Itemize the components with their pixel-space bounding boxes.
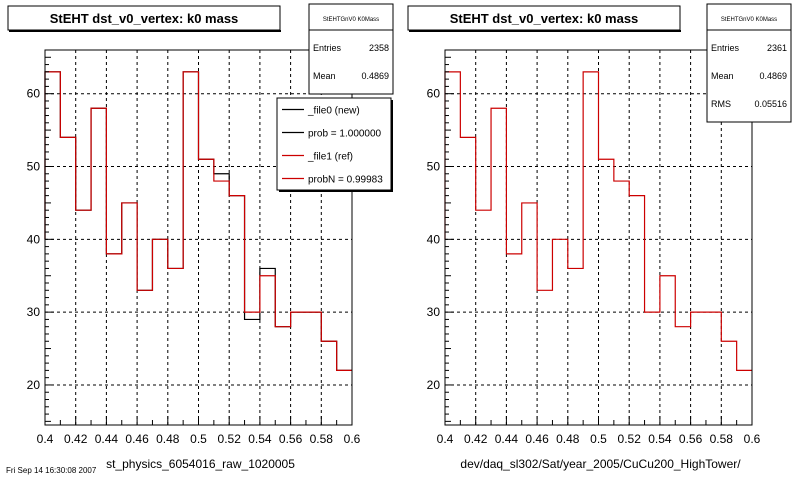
x-tick-label: 0.5 (590, 432, 607, 446)
x-tick-label: 0.42 (464, 432, 488, 446)
stats-label: Mean (711, 71, 734, 81)
chart-title: StEHT dst_v0_vertex: k0 mass (50, 11, 239, 26)
stats-value: 0.05516 (754, 99, 787, 109)
legend-entry: _file1 (ref) (307, 152, 353, 163)
x-tick-label: 0.42 (64, 432, 88, 446)
histogram-series-1 (444, 71, 752, 371)
y-tick-label: 30 (27, 305, 41, 319)
stats-value: 2361 (767, 43, 787, 53)
title-box (407, 5, 681, 31)
x-tick-label: 0.54 (648, 432, 672, 446)
x-tick-label: 0.44 (495, 432, 519, 446)
histogram-series-2 (44, 71, 352, 371)
x-tick-label: 0.6 (344, 432, 361, 446)
y-tick-label: 20 (27, 378, 41, 392)
x-tick-label: 0.4 (437, 432, 454, 446)
stats-value: 0.4869 (759, 71, 787, 81)
y-tick-label: 30 (427, 305, 441, 319)
x-tick-label: 0.52 (218, 432, 242, 446)
x-tick-label: 0.56 (679, 432, 703, 446)
y-tick-label: 60 (427, 87, 441, 101)
title-box (7, 5, 281, 31)
footer-timestamp: Fri Sep 14 16:30:08 2007 (6, 466, 97, 475)
x-tick-label: 0.54 (248, 432, 272, 446)
stats-value: 0.4869 (361, 71, 389, 81)
x-tick-label: 0.58 (710, 432, 734, 446)
x-tick-label: 0.5 (190, 432, 207, 446)
legend-box (276, 97, 392, 191)
x-tick-label: 0.46 (125, 432, 149, 446)
y-tick-label: 50 (427, 160, 441, 174)
x-tick-label: 0.52 (618, 432, 642, 446)
x-tick-label: 0.56 (279, 432, 303, 446)
stats-box (308, 3, 394, 95)
stats-label: Entries (711, 43, 740, 53)
stats-label: RMS (711, 99, 731, 109)
x-tick-label: 0.58 (310, 432, 334, 446)
stats-title: StEHTGnV0 K0Mass (323, 17, 379, 23)
x-tick-label: 0.46 (525, 432, 549, 446)
x-tick-label: 0.48 (556, 432, 580, 446)
x-tick-label: 0.44 (95, 432, 119, 446)
y-tick-label: 40 (427, 232, 441, 246)
x-axis-label: dev/daq_sl302/Sat/year_2005/CuCu200_High… (460, 457, 741, 471)
y-tick-label: 40 (27, 232, 41, 246)
legend-entry: prob = 1.000000 (308, 129, 382, 140)
stats-label: Mean (313, 71, 336, 81)
x-tick-label: 0.4 (37, 432, 54, 446)
y-tick-label: 50 (27, 160, 41, 174)
stats-label: Entries (313, 43, 342, 53)
stats-title: StEHTGnV0 K0Mass (721, 17, 777, 23)
y-tick-label: 20 (427, 378, 441, 392)
x-tick-label: 0.48 (156, 432, 180, 446)
stats-value: 2358 (369, 43, 389, 53)
chart-title: StEHT dst_v0_vertex: k0 mass (450, 11, 639, 26)
x-axis-label: st_physics_6054016_raw_1020005 (106, 457, 295, 471)
y-tick-label: 60 (27, 87, 41, 101)
legend-entry: _file0 (new) (307, 106, 360, 117)
x-tick-label: 0.6 (744, 432, 761, 446)
stats-box (706, 3, 792, 123)
legend-entry: probN = 0.99983 (308, 175, 383, 186)
